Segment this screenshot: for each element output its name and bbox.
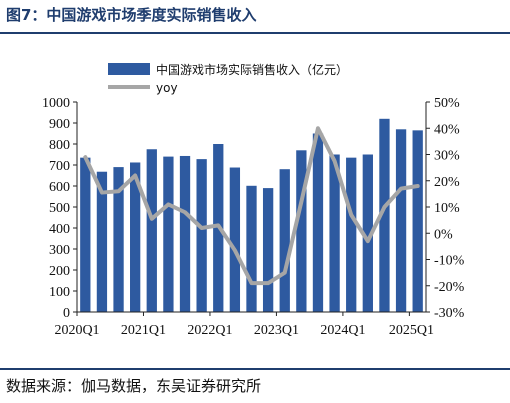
- bar-2020Q2: [96, 171, 108, 312]
- bar-2023Q2: [296, 150, 307, 312]
- left-tick-label: 0: [63, 306, 70, 321]
- plot-area: [80, 118, 423, 312]
- right-tick-label: -20%: [434, 280, 465, 295]
- right-tick-label: 0%: [434, 227, 453, 242]
- right-axis: -30% -20% -10% 0% 10% 20% 30% 40% 50%: [425, 96, 465, 321]
- left-tick-label: 1000: [42, 96, 70, 111]
- legend-label-yoy: yoy: [156, 81, 178, 95]
- x-tick-label: 2022Q1: [187, 323, 232, 338]
- left-tick-label: 200: [49, 264, 70, 279]
- right-tick-label: 40%: [434, 122, 460, 137]
- x-tick-label: 2024Q1: [320, 323, 365, 338]
- x-tick-label: 2023Q1: [254, 323, 299, 338]
- left-tick-label: 500: [49, 201, 70, 216]
- bar-2021Q2: [163, 156, 174, 312]
- right-tick-label: 20%: [434, 175, 460, 190]
- left-tick-label: 100: [49, 285, 70, 300]
- legend-label-revenue: 中国游戏市场实际销售收入（亿元）: [156, 62, 348, 77]
- bar-2025Q1: [412, 130, 423, 312]
- x-tick-label: 2025Q1: [389, 323, 434, 338]
- left-tick-label: 900: [49, 117, 70, 132]
- x-tick-label: 2020Q1: [54, 323, 99, 338]
- bar-2022Q2: [229, 167, 241, 312]
- legend: 中国游戏市场实际销售收入（亿元） yoy: [108, 62, 348, 95]
- left-tick-label: 600: [49, 180, 70, 195]
- bar-2023Q3: [312, 133, 324, 312]
- right-tick-label: -30%: [434, 306, 465, 321]
- left-axis: 0 100 200 300 400 500 600 700 800 900 1000: [42, 96, 78, 321]
- footer-divider: [0, 368, 510, 370]
- left-tick-label: 700: [49, 159, 70, 174]
- bar-2023Q4: [329, 154, 340, 312]
- bar-2020Q3: [113, 167, 124, 312]
- left-tick-label: 400: [49, 222, 70, 237]
- right-tick-label: 50%: [434, 96, 460, 111]
- bar-2022Q3: [246, 185, 257, 312]
- bar-2021Q1: [146, 149, 157, 312]
- bar-2022Q4: [262, 188, 274, 312]
- bar-2020Q1: [80, 157, 91, 312]
- yoy-line: [83, 126, 420, 286]
- bar-2021Q4: [196, 159, 207, 312]
- x-axis: 2020Q1 2021Q1 2022Q1 2023Q1 2024Q1 2025Q1: [54, 311, 434, 338]
- bar-2024Q2: [362, 154, 373, 312]
- bar-2021Q3: [179, 155, 191, 312]
- right-tick-label: 10%: [434, 201, 460, 216]
- title-divider: [0, 32, 510, 34]
- x-tick-label: 2021Q1: [121, 323, 166, 338]
- bar-2024Q4: [395, 129, 407, 312]
- figure-title: 图7：中国游戏市场季度实际销售收入: [6, 6, 257, 24]
- right-tick-label: 30%: [434, 149, 460, 164]
- bar-2020Q4: [130, 162, 141, 312]
- left-tick-label: 300: [49, 243, 70, 258]
- right-tick-label: -10%: [434, 254, 465, 269]
- bar-2024Q3: [379, 118, 390, 312]
- source-note: 数据来源：伽马数据，东吴证券研究所: [6, 377, 262, 395]
- left-tick-label: 800: [49, 138, 70, 153]
- bar-2023Q1: [279, 169, 290, 312]
- bar-2024Q1: [346, 157, 357, 312]
- legend-swatch-revenue: [108, 63, 150, 75]
